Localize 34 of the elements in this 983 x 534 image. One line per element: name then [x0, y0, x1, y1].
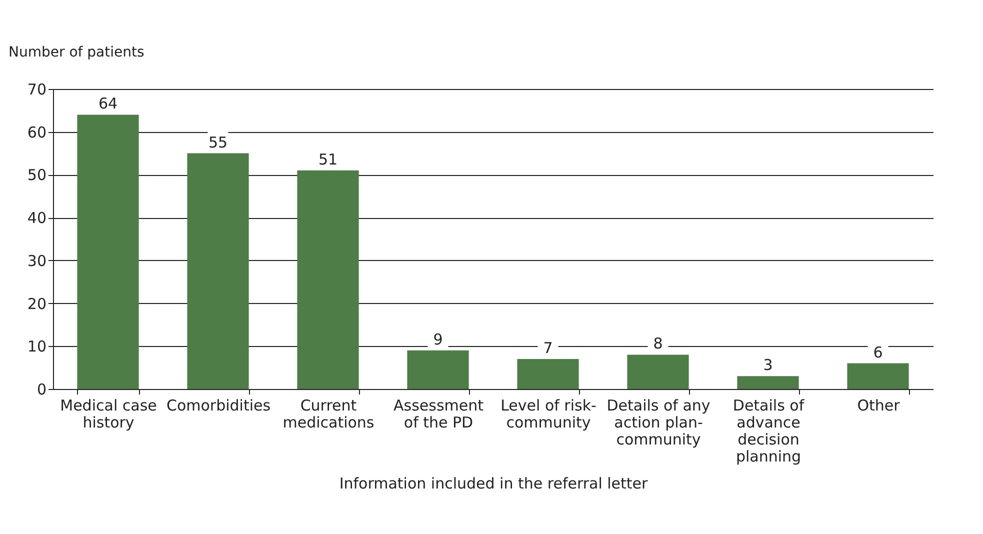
bar [627, 354, 689, 389]
y-tick-label: 0 [36, 380, 46, 398]
y-tick-label: 60 [27, 123, 46, 142]
bar [517, 359, 579, 389]
y-tick-label: 10 [27, 338, 46, 356]
bar [187, 153, 249, 389]
x-tick-label: Comorbidities [166, 396, 271, 414]
x-tick-label: Medical case history [60, 396, 157, 432]
y-tick-label: 70 [27, 80, 46, 98]
x-tick-label: Details of advance decision planning [732, 396, 805, 466]
x-tick-label: Details of any action plan- community [606, 396, 710, 448]
data-label: 55 [208, 133, 228, 152]
data-label: 6 [873, 343, 883, 362]
x-tick-label: Level of risk- community [500, 396, 596, 432]
bar [297, 170, 359, 389]
bar [77, 114, 139, 389]
x-tick-label: Other [857, 396, 901, 414]
x-axis-title: Information included in the referral letter [339, 474, 649, 492]
y-tick-label: 50 [27, 166, 46, 184]
y-tick-label: 20 [27, 294, 46, 313]
data-label: 9 [433, 330, 443, 348]
y-axis-title: Number of patients [8, 44, 144, 60]
x-tick-label: Current medications [282, 396, 374, 432]
data-label: 3 [763, 356, 773, 374]
data-label: 7 [543, 339, 553, 357]
data-label: 64 [98, 94, 118, 113]
y-tick-label: 40 [27, 209, 46, 228]
x-tick-label: Assessment of the PD [394, 396, 484, 432]
y-tick-label: 30 [27, 252, 46, 270]
bar [847, 363, 909, 389]
data-label: 51 [318, 150, 338, 168]
bar [407, 350, 469, 389]
data-label: 8 [653, 334, 663, 353]
bar [737, 376, 799, 389]
